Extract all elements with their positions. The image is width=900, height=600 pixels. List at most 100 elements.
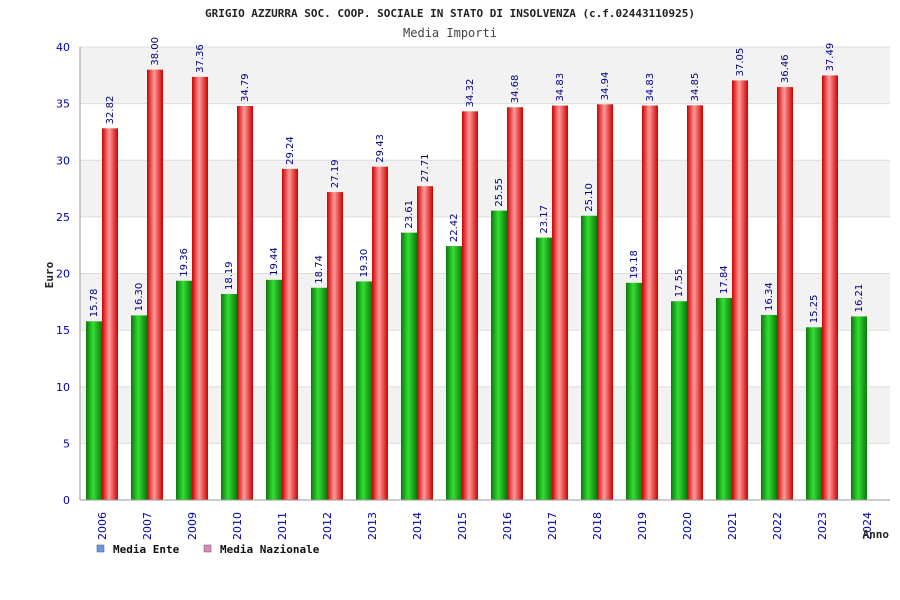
data-label: 27.19 bbox=[330, 159, 341, 188]
bar-media-ente bbox=[671, 301, 687, 500]
bar-media-ente bbox=[401, 232, 417, 500]
data-label: 16.34 bbox=[764, 282, 775, 311]
bar-media-ente bbox=[536, 237, 552, 501]
bar-media-nazionale bbox=[777, 87, 793, 500]
data-label: 16.21 bbox=[854, 284, 865, 313]
data-label: 19.44 bbox=[269, 247, 280, 276]
y-tick-label: 10 bbox=[56, 381, 70, 394]
grid-band bbox=[80, 47, 890, 104]
x-axis-label: Anno bbox=[863, 528, 890, 541]
data-label: 17.84 bbox=[719, 265, 730, 294]
bar-media-nazionale bbox=[732, 80, 748, 500]
legend: Media Ente Media Nazionale bbox=[96, 543, 320, 556]
bar-media-ente bbox=[86, 321, 102, 500]
data-label: 37.05 bbox=[735, 48, 746, 77]
data-label: 19.18 bbox=[629, 250, 640, 279]
data-label: 34.83 bbox=[555, 73, 566, 102]
grid-band bbox=[80, 160, 890, 217]
data-label: 32.82 bbox=[105, 96, 116, 125]
legend-swatch-media-nazionale bbox=[203, 544, 212, 553]
bar-media-nazionale bbox=[282, 168, 298, 500]
grid-band bbox=[80, 103, 890, 161]
bar-media-nazionale bbox=[237, 106, 253, 501]
bar-media-ente bbox=[356, 281, 372, 500]
x-tick-label: 2020 bbox=[681, 512, 694, 540]
bar-media-ente bbox=[266, 279, 282, 500]
x-tick-label: 2016 bbox=[501, 512, 514, 540]
grid-band bbox=[80, 216, 890, 274]
bar-media-ente bbox=[761, 314, 777, 500]
bar-media-nazionale bbox=[417, 186, 433, 500]
x-tick-label: 2012 bbox=[321, 512, 334, 540]
y-axis-label: Euro bbox=[43, 261, 56, 288]
bar-media-nazionale bbox=[822, 75, 838, 500]
bar-media-ente bbox=[311, 287, 327, 500]
data-label: 18.74 bbox=[314, 255, 325, 284]
y-axis-ticks: 0 5 10 15 20 25 30 35 40 bbox=[56, 41, 70, 507]
data-label: 36.46 bbox=[780, 54, 791, 83]
y-tick-label: 15 bbox=[56, 324, 70, 337]
x-tick-label: 2023 bbox=[816, 512, 829, 540]
y-tick-label: 0 bbox=[63, 494, 70, 507]
bar-media-nazionale bbox=[597, 104, 613, 500]
bar-media-nazionale bbox=[102, 128, 118, 500]
bar-media-ente bbox=[131, 315, 147, 500]
y-tick-label: 25 bbox=[56, 211, 70, 224]
y-tick-label: 5 bbox=[63, 437, 70, 450]
x-tick-label: 2011 bbox=[276, 512, 289, 540]
data-label: 15.78 bbox=[89, 289, 100, 318]
x-tick-label: 2017 bbox=[546, 512, 559, 540]
x-tick-label: 2015 bbox=[456, 512, 469, 540]
y-tick-label: 30 bbox=[56, 154, 70, 167]
legend-label-media-ente: Media Ente bbox=[113, 543, 180, 556]
data-label: 29.24 bbox=[285, 136, 296, 165]
x-tick-label: 2014 bbox=[411, 512, 424, 540]
bar-media-ente bbox=[581, 215, 597, 500]
bar-media-ente bbox=[716, 297, 732, 500]
bar-media-ente bbox=[851, 316, 867, 500]
data-label: 18.19 bbox=[224, 261, 235, 290]
x-tick-label: 2009 bbox=[186, 512, 199, 540]
y-tick-label: 35 bbox=[56, 98, 70, 111]
data-label: 19.30 bbox=[359, 249, 370, 278]
data-label: 16.30 bbox=[134, 283, 145, 312]
bar-media-ente bbox=[806, 327, 822, 500]
data-label: 25.10 bbox=[584, 183, 595, 212]
data-label: 29.43 bbox=[375, 134, 386, 163]
bar-media-nazionale bbox=[372, 166, 388, 500]
bar-media-nazionale bbox=[327, 192, 343, 501]
x-tick-label: 2018 bbox=[591, 512, 604, 540]
x-tick-label: 2006 bbox=[96, 512, 109, 540]
x-tick-label: 2010 bbox=[231, 512, 244, 540]
grid-band bbox=[80, 443, 890, 500]
bars bbox=[86, 69, 867, 501]
bar-media-ente bbox=[446, 246, 462, 500]
x-tick-label: 2022 bbox=[771, 512, 784, 540]
grid-band bbox=[80, 330, 890, 387]
data-label: 27.71 bbox=[420, 154, 431, 183]
y-tick-label: 20 bbox=[56, 268, 70, 281]
chart-subtitle: Media Importi bbox=[403, 26, 497, 40]
data-label: 34.68 bbox=[510, 75, 521, 104]
data-label: 22.42 bbox=[449, 213, 460, 242]
bar-media-ente bbox=[176, 280, 192, 500]
data-label: 34.32 bbox=[465, 79, 476, 108]
data-label: 15.25 bbox=[809, 295, 820, 324]
bar-media-nazionale bbox=[687, 105, 703, 500]
x-tick-label: 2021 bbox=[726, 512, 739, 540]
data-label: 34.94 bbox=[600, 72, 611, 101]
data-label: 23.17 bbox=[539, 205, 550, 234]
data-label: 19.36 bbox=[179, 248, 190, 277]
grid-band bbox=[80, 386, 890, 444]
x-tick-label: 2019 bbox=[636, 512, 649, 540]
data-label: 38.00 bbox=[150, 37, 161, 66]
bar-media-nazionale bbox=[462, 111, 478, 501]
data-label: 23.61 bbox=[404, 200, 415, 229]
x-axis-ticks: 2006 2007 2009 2010 2011 2012 2013 2014 2015 2016… bbox=[96, 512, 874, 540]
data-label: 37.36 bbox=[195, 44, 206, 73]
bar-media-nazionale bbox=[507, 107, 523, 501]
legend-swatch-media-ente bbox=[96, 544, 105, 553]
bar-media-ente bbox=[221, 293, 237, 500]
data-label: 34.85 bbox=[690, 73, 701, 102]
